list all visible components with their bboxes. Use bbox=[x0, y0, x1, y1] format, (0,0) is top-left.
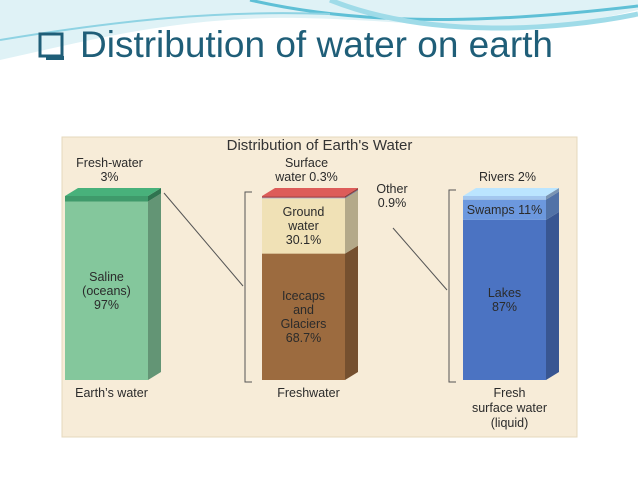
segment-side bbox=[546, 211, 559, 380]
segment-top bbox=[262, 188, 358, 196]
segment-value: 2% bbox=[517, 170, 536, 184]
segment-label: Ground water 30.1% bbox=[272, 205, 335, 247]
segment-name: Swamps bbox=[466, 202, 515, 217]
segment bbox=[463, 196, 546, 200]
column-label: Earth’s water bbox=[55, 386, 168, 401]
segment-label: Lakes 87% bbox=[473, 286, 536, 314]
segment-side bbox=[345, 245, 358, 380]
segment-name: Other bbox=[376, 182, 408, 196]
segment bbox=[262, 198, 345, 254]
chart-title: Distribution of Earth's Water bbox=[226, 137, 413, 154]
segment-side bbox=[148, 193, 161, 380]
segment-label: Rivers 2% bbox=[471, 170, 544, 184]
segment-name: Surface water bbox=[275, 156, 329, 184]
segment bbox=[262, 197, 345, 199]
column-label-line: (liquid) bbox=[490, 416, 529, 430]
top-swoosh bbox=[329, 0, 638, 31]
column-label: Freshwater bbox=[252, 386, 365, 401]
segment-label: Surface water 0.3% bbox=[270, 156, 343, 184]
segment-side bbox=[345, 189, 358, 199]
top-decoration bbox=[0, 0, 638, 60]
segment-side bbox=[546, 188, 559, 200]
column-label-line: Earth’s water bbox=[75, 386, 148, 400]
column-label-line: Freshwater bbox=[277, 386, 340, 400]
segment-value: 68.7% bbox=[285, 330, 322, 345]
column-label-line: surface water bbox=[471, 401, 548, 415]
segment-name: Icecaps and Glaciers bbox=[280, 288, 327, 331]
segment-value: 87% bbox=[491, 299, 518, 314]
segment-label: Swamps 11% bbox=[463, 203, 546, 217]
segment-value: 97% bbox=[93, 297, 120, 312]
segment bbox=[65, 196, 148, 202]
columns bbox=[65, 188, 559, 380]
segment-name: Saline (oceans) bbox=[82, 269, 131, 298]
slide-title: Distribution of water on earth bbox=[80, 24, 554, 65]
segment bbox=[65, 201, 148, 380]
segment-label: Other 0.9% bbox=[363, 182, 421, 210]
top-swoosh bbox=[249, 0, 638, 21]
segment-name: Lakes bbox=[487, 285, 522, 300]
segment bbox=[463, 199, 546, 220]
segment-name: Rivers bbox=[479, 170, 515, 184]
bracket bbox=[244, 191, 252, 383]
segment-side bbox=[546, 191, 559, 220]
column-label-line: Fresh bbox=[493, 386, 526, 400]
connector bbox=[163, 192, 244, 287]
segment-name: Ground water bbox=[282, 204, 325, 233]
connector bbox=[392, 227, 448, 291]
segment-label: Fresh-water 3% bbox=[73, 156, 146, 184]
segment bbox=[463, 219, 546, 380]
segment-value: 0.3% bbox=[309, 170, 338, 184]
segment-value: 30.1% bbox=[285, 232, 322, 247]
segment-side bbox=[148, 188, 161, 202]
segment-value: 0.9% bbox=[377, 196, 407, 210]
bullet-shadow bbox=[46, 56, 64, 60]
segment-label: Saline (oceans) 97% bbox=[75, 270, 138, 312]
segment-name: Fresh-water bbox=[76, 156, 143, 170]
segment-value: 3% bbox=[100, 170, 119, 184]
segment bbox=[262, 253, 345, 380]
segment-value: 11% bbox=[518, 202, 543, 217]
column-label: Fresh surface water (liquid) bbox=[453, 386, 566, 431]
segment-label: Icecaps and Glaciers 68.7% bbox=[272, 289, 335, 345]
segment-top bbox=[463, 188, 559, 196]
segment bbox=[262, 196, 345, 198]
segment-top bbox=[65, 188, 161, 196]
segment-side bbox=[345, 190, 358, 254]
segment-side bbox=[345, 188, 358, 198]
bracket bbox=[448, 189, 456, 383]
